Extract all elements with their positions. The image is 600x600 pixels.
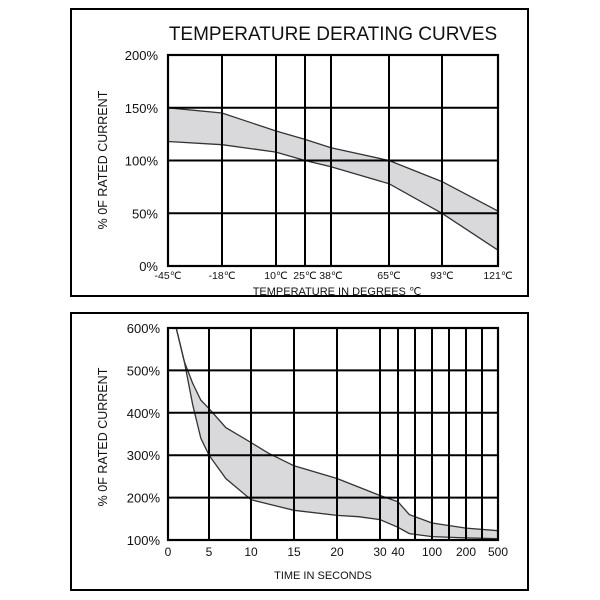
bottom-x-tick-label: 100 [422,545,442,559]
bottom-y-tick-label: 500% [127,363,161,378]
chart-title: TEMPERATURE DERATING CURVES [169,24,497,45]
bottom-x-tick-label: 20 [330,545,344,559]
bottom-y-ticks: 100% 200% 300% 400% 500% 600% [127,321,161,548]
top-x-tick-label: 38℃ [319,270,343,282]
top-y-tick-label: 50% [132,206,158,221]
top-y-tick-label: 100% [125,154,159,169]
bottom-x-tick-label: 5 [206,545,213,559]
top-upper-curve [167,107,499,212]
bottom-y-tick-label: 600% [127,321,161,336]
bottom-x-tick-label: 10 [244,545,258,559]
bottom-x-tick-label: 30 [373,545,387,559]
bottom-y-axis-label: % 0F RATED CURRENT [96,367,110,506]
top-x-tick-label: -18℃ [209,270,236,282]
bottom-y-tick-label: 400% [127,406,161,421]
top-x-tick-label: -45℃ [155,270,182,282]
top-tolerance-band [168,107,498,251]
top-y-tick-label: 200% [125,48,159,63]
bottom-x-ticks: 0 5 10 15 20 30 40 100 200 500 [165,545,509,559]
top-lower-curve [167,140,499,251]
top-x-tick-label: 65℃ [377,270,401,282]
top-plot-area [166,53,500,268]
bottom-y-tick-label: 100% [127,533,161,548]
bottom-x-tick-label: 200 [456,545,476,559]
top-grid [168,55,498,266]
bottom-grid [168,328,498,540]
bottom-x-tick-label: 40 [391,545,405,559]
top-band-layer [167,107,499,251]
bottom-tolerance-band [176,328,498,539]
bottom-x-tick-label: 15 [287,545,301,559]
time-current-chart: 100% 200% 300% 400% 500% 600% 0 5 10 15 20 30 40 100… [70,312,529,591]
bottom-x-tick-label: 500 [488,545,508,559]
bottom-y-tick-label: 300% [127,448,161,463]
top-x-tick-label: 93℃ [430,270,454,282]
top-x-axis-label: TEMPERATURE IN DEGREES ℃ [253,286,422,298]
top-y-tick-label: 150% [125,101,159,116]
top-x-tick-label: 10℃ [264,270,288,282]
bottom-plot-area [166,326,500,542]
top-y-ticks: 0% 50% 100% 150% 200% [125,48,159,274]
temperature-derating-chart: TEMPERATURE DERATING CURVES 0% 50% 100% 150… [70,8,529,298]
top-x-ticks: -45℃ -18℃ 10℃ 25℃ 38℃ 65℃ 93℃ 121℃ [155,270,513,282]
bottom-x-tick-label: 0 [165,545,172,559]
top-y-axis-label: % 0F RATED CURRENT [96,90,110,229]
bottom-x-axis-label: TIME IN SECONDS [274,570,372,582]
bottom-y-tick-label: 200% [127,491,161,506]
top-x-tick-label: 25℃ [293,270,317,282]
top-panel-frame [70,8,529,297]
top-x-tick-label: 121℃ [483,270,513,282]
top-y-tick-label: 0% [139,259,158,274]
bottom-panel-frame [70,312,529,591]
